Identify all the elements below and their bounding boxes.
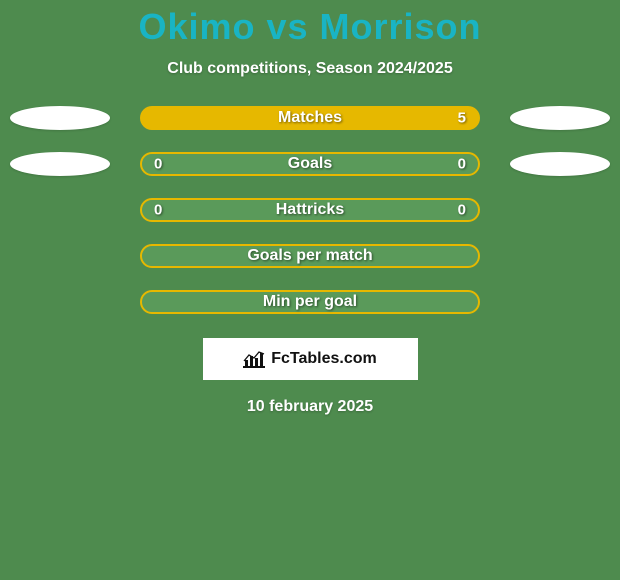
page-title: Okimo vs Morrison — [138, 6, 481, 48]
stat-label: Min per goal — [263, 293, 357, 311]
stat-bar: Matches 5 — [140, 106, 480, 130]
stat-label: Matches — [278, 109, 342, 127]
player-ellipse-right — [510, 106, 610, 130]
stat-row: Goals per match — [0, 244, 620, 268]
stat-value-left: 0 — [154, 156, 162, 173]
player-ellipse-right — [510, 152, 610, 176]
chart-icon — [243, 350, 265, 368]
player-ellipse-left — [10, 152, 110, 176]
stat-value-right: 0 — [458, 202, 466, 219]
stat-row: 0 Hattricks 0 — [0, 198, 620, 222]
stat-value-left: 0 — [154, 202, 162, 219]
brand-box[interactable]: FcTables.com — [203, 338, 418, 380]
stat-label: Hattricks — [276, 201, 344, 219]
stat-row: Min per goal — [0, 290, 620, 314]
stat-bar: 0 Hattricks 0 — [140, 198, 480, 222]
date-label: 10 february 2025 — [247, 398, 373, 416]
player-ellipse-left — [10, 106, 110, 130]
stat-row: 0 Goals 0 — [0, 152, 620, 176]
stat-label: Goals — [288, 155, 332, 173]
stat-rows: Matches 5 0 Goals 0 0 Hattricks 0 Goals per matc… — [0, 106, 620, 314]
comparison-widget: Okimo vs Morrison Club competitions, Sea… — [0, 0, 620, 580]
stat-value-right: 5 — [458, 110, 466, 127]
stat-value-right: 0 — [458, 156, 466, 173]
stat-bar: Min per goal — [140, 290, 480, 314]
brand-text: FcTables.com — [271, 350, 377, 368]
stat-row: Matches 5 — [0, 106, 620, 130]
subtitle: Club competitions, Season 2024/2025 — [167, 60, 452, 78]
stat-bar: 0 Goals 0 — [140, 152, 480, 176]
stat-bar: Goals per match — [140, 244, 480, 268]
stat-label: Goals per match — [247, 247, 372, 265]
